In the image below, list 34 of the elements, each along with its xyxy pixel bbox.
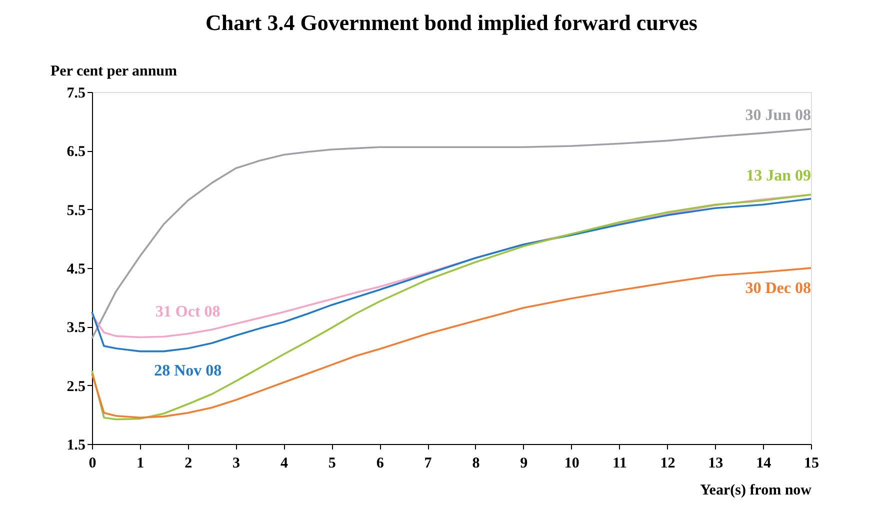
y-tick-label: 2.5 xyxy=(66,378,86,395)
x-tick-label: 8 xyxy=(472,456,480,472)
y-tick-label: 3.5 xyxy=(66,320,86,336)
x-tick-label: 15 xyxy=(804,456,819,472)
y-axis-title: Per cent per annum xyxy=(50,64,178,80)
x-tick-label: 12 xyxy=(660,456,676,472)
x-tick-label: 6 xyxy=(376,456,384,472)
y-tick-label: 7.5 xyxy=(66,86,86,102)
x-tick-label: 7 xyxy=(424,456,432,472)
series-label: 13 Jan 09 xyxy=(746,168,811,185)
x-tick-label: 11 xyxy=(612,456,627,472)
x-tick-label: 4 xyxy=(280,456,288,472)
line-series xyxy=(91,194,812,420)
chart-title: Chart 3.4 Government bond implied forward curves xyxy=(206,10,698,35)
series-label: 31 Oct 08 xyxy=(155,304,220,321)
x-tick-label: 2 xyxy=(184,456,192,472)
series-label: 30 Jun 08 xyxy=(745,106,811,124)
line-series xyxy=(91,128,812,340)
series-label: 30 Dec 08 xyxy=(745,280,811,297)
x-tick-label: 0 xyxy=(88,456,96,472)
x-tick-label: 5 xyxy=(328,456,336,472)
x-tick-label: 14 xyxy=(756,456,772,472)
y-tick-label: 5.5 xyxy=(66,202,86,219)
x-axis-title: Year(s) from now xyxy=(700,482,812,498)
x-tick-label: 13 xyxy=(708,456,724,472)
y-tick-label: 6.5 xyxy=(66,144,86,160)
x-tick-label: 10 xyxy=(564,456,580,472)
series-label: 28 Nov 08 xyxy=(154,362,222,380)
y-tick-label: 4.5 xyxy=(66,262,86,278)
x-tick-label: 9 xyxy=(520,456,528,472)
y-tick-label: 1.5 xyxy=(66,438,86,454)
x-tick-label: 3 xyxy=(232,456,240,472)
x-tick-label: 1 xyxy=(136,456,144,472)
line-series xyxy=(91,267,812,418)
